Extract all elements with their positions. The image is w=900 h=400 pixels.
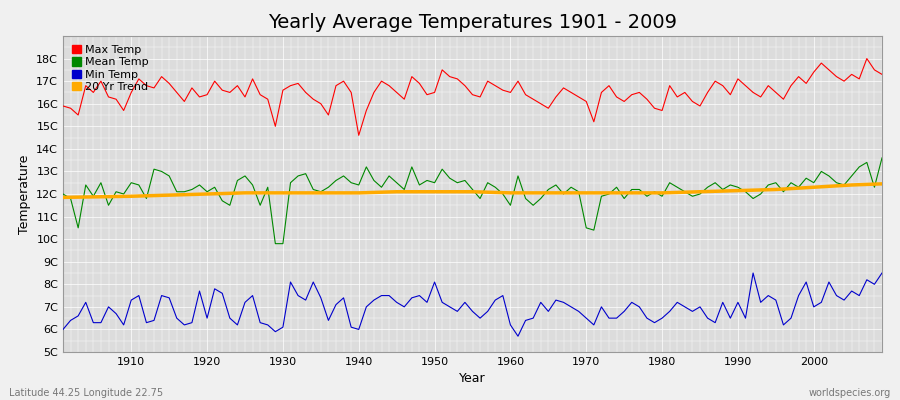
X-axis label: Year: Year [459, 372, 486, 386]
Text: Latitude 44.25 Longitude 22.75: Latitude 44.25 Longitude 22.75 [9, 388, 163, 398]
Title: Yearly Average Temperatures 1901 - 2009: Yearly Average Temperatures 1901 - 2009 [268, 13, 677, 32]
Legend: Max Temp, Mean Temp, Min Temp, 20 Yr Trend: Max Temp, Mean Temp, Min Temp, 20 Yr Tre… [68, 42, 152, 95]
Y-axis label: Temperature: Temperature [18, 154, 31, 234]
Text: worldspecies.org: worldspecies.org [809, 388, 891, 398]
